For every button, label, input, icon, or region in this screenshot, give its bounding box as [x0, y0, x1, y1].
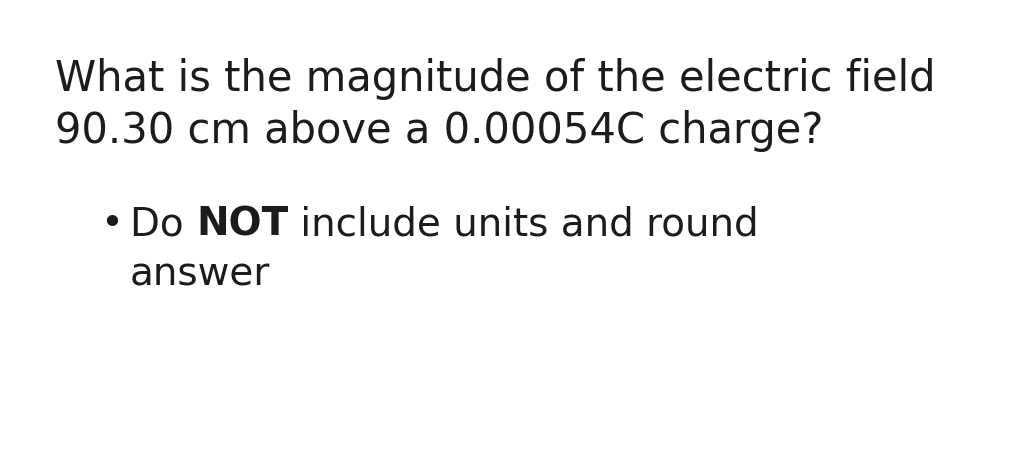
Text: NOT: NOT: [196, 205, 288, 243]
Text: •: •: [100, 205, 123, 243]
Text: include units and round: include units and round: [288, 205, 759, 243]
Text: 90.30 cm above a 0.00054C charge?: 90.30 cm above a 0.00054C charge?: [55, 110, 824, 152]
Text: What is the magnitude of the electric field: What is the magnitude of the electric fi…: [55, 58, 935, 100]
Text: answer: answer: [130, 255, 271, 293]
Text: Do: Do: [130, 205, 196, 243]
